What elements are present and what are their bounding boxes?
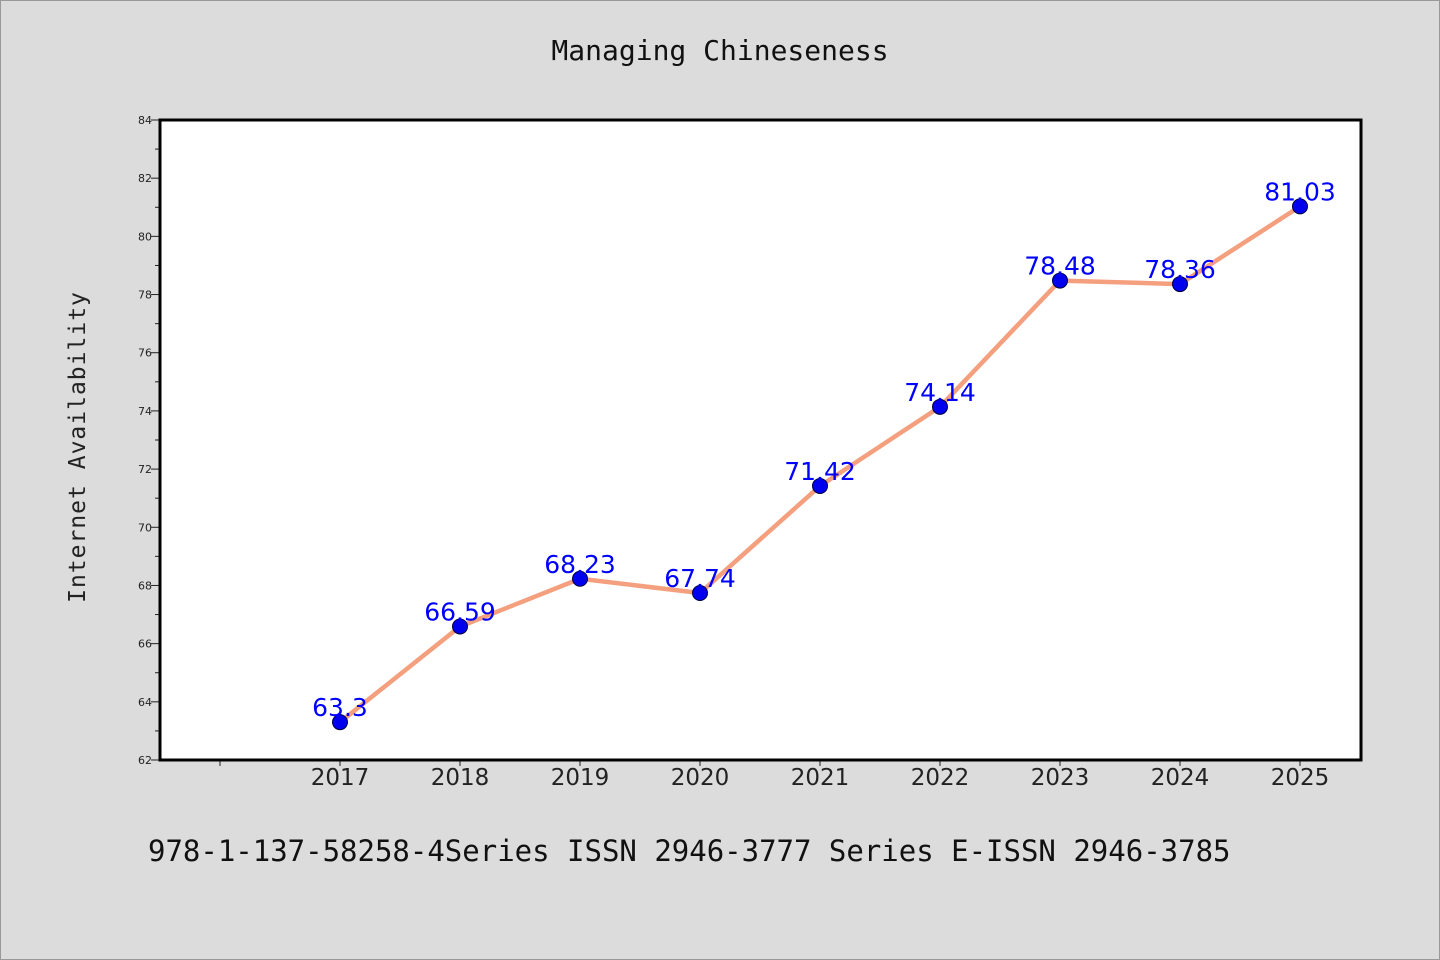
plot-border: [158, 118, 1363, 762]
y-tick-label: 74: [138, 405, 152, 418]
data-label: 66.59: [424, 597, 496, 626]
data-label: 71.42: [784, 457, 856, 486]
y-tick-label: 62: [138, 754, 152, 767]
data-label: 74.14: [904, 378, 976, 407]
chart-title: Managing Chineseness: [551, 34, 889, 67]
y-tick-label: 84: [138, 114, 152, 127]
y-tick-label: 66: [138, 638, 152, 651]
y-tick-label: 78: [138, 289, 152, 302]
y-tick-label: 76: [138, 347, 152, 360]
x-tick-label: 2022: [911, 765, 970, 791]
data-point-marker: [1052, 272, 1068, 289]
x-tick-label: 2019: [551, 765, 610, 791]
x-tick-label: 2021: [791, 765, 850, 791]
y-tick-label: 72: [138, 463, 152, 476]
plot-area: [160, 120, 1361, 760]
y-tick-label: 70: [138, 521, 152, 534]
x-tick-label: 2024: [1151, 765, 1210, 791]
data-point-marker: [572, 570, 588, 587]
x-tick-label: 2017: [311, 765, 370, 791]
data-label: 67.74: [664, 564, 736, 593]
data-label: 78.36: [1144, 255, 1216, 284]
y-tick-label: 80: [138, 230, 152, 243]
data-point-marker: [692, 585, 708, 602]
data-label: 63.3: [312, 693, 368, 722]
data-point-marker: [452, 618, 468, 635]
y-tick-label: 82: [138, 172, 152, 185]
data-label: 81.03: [1264, 177, 1336, 206]
data-label: 78.48: [1024, 252, 1096, 281]
x-tick-label: 2020: [671, 765, 730, 791]
x-tick-label: 2025: [1271, 765, 1330, 791]
data-point-marker: [812, 477, 828, 494]
data-point-marker: [1172, 276, 1188, 293]
x-tick-label: 2018: [431, 765, 490, 791]
y-tick-label: 64: [138, 696, 152, 709]
x-tick-label: 2023: [1031, 765, 1090, 791]
footer-isbn-text: 978-1-137-58258-4Series ISSN 2946-3777 S…: [148, 834, 1231, 868]
data-label: 68.23: [544, 550, 616, 579]
data-point-marker: [332, 714, 348, 731]
data-point-marker: [932, 398, 948, 415]
y-tick-label: 68: [138, 579, 152, 592]
data-point-marker: [1292, 198, 1308, 215]
